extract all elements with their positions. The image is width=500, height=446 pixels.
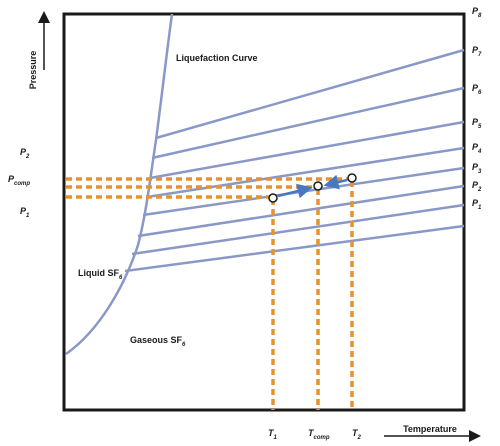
state-point-t2 [347, 173, 357, 183]
state-point-t1 [268, 193, 278, 203]
left-label-p1: P1 [20, 206, 30, 219]
liquefaction-curve [65, 13, 174, 356]
isobar-labels: P8 P7 P6 P5 P4 P3 P2 P1 [472, 6, 482, 211]
isobar-label: P5 [472, 117, 482, 130]
isobar-p2 [131, 203, 465, 256]
isobar-label: P8 [472, 6, 482, 19]
isobar-label: P1 [472, 198, 482, 211]
liquefaction-curve-label: Liquefaction Curve [176, 53, 258, 63]
isobar-label: P6 [472, 83, 482, 96]
y-axis-label: Pressure [28, 51, 38, 90]
process-arrows [277, 174, 348, 199]
x-axis-label: Temperature [403, 424, 457, 434]
arrow-t2-to-tcomp [323, 174, 348, 190]
arrow-t1-to-tcomp [277, 183, 313, 199]
temp-label-t2: T2 [352, 428, 362, 441]
isobar-lines [124, 48, 465, 273]
isobar-label: P3 [472, 162, 482, 175]
isobar-label: P4 [472, 142, 482, 155]
plot-frame [62, 12, 466, 412]
isobar-p3 [137, 184, 465, 238]
isobar-p4 [142, 166, 465, 217]
liquid-sf6-label: Liquid SF6 [78, 268, 123, 281]
temp-label-tcomp: Tcomp [308, 428, 330, 441]
isobar-p7 [151, 86, 465, 160]
isobar-label: P7 [472, 45, 482, 58]
left-label-p2: P2 [20, 147, 30, 160]
isobar-p8 [155, 48, 465, 140]
left-label-pcomp: Pcomp [8, 174, 30, 187]
isobar-p6 [149, 120, 465, 180]
isobar-p1 [124, 224, 465, 273]
gaseous-sf6-label: Gaseous SF6 [130, 335, 186, 348]
temp-label-t1: T1 [268, 428, 278, 441]
isobar-label: P2 [472, 180, 482, 193]
isobar-p5 [146, 146, 465, 199]
state-point-tcomp [313, 181, 323, 191]
dashed-lines [66, 177, 354, 410]
